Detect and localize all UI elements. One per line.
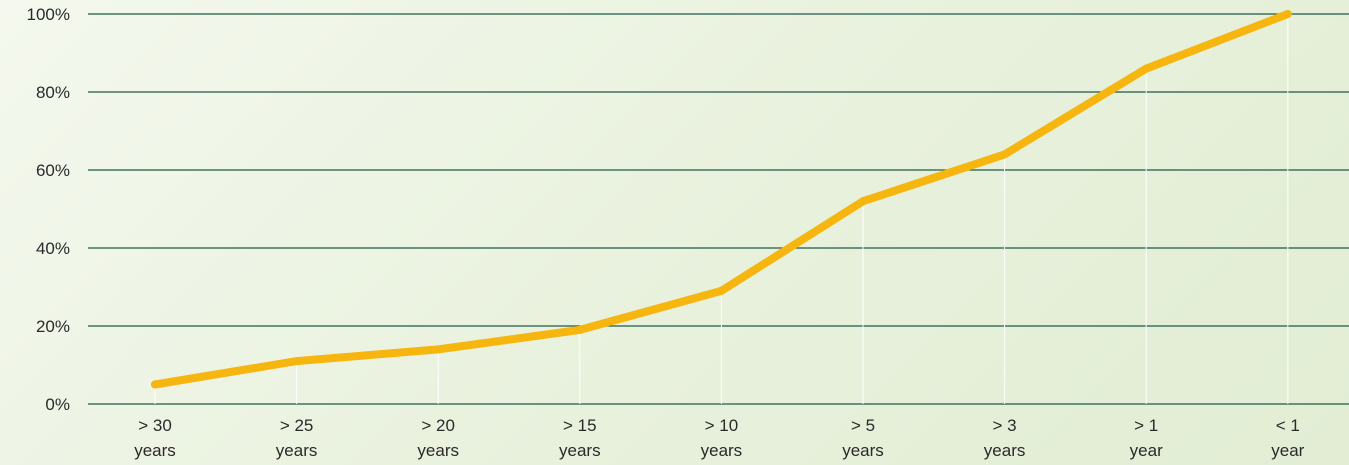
x-tick-label-line1: > 3 xyxy=(993,416,1017,435)
x-tick-label-line2: year xyxy=(1130,441,1163,460)
data-point xyxy=(1142,64,1151,73)
y-tick-label: 40% xyxy=(36,239,70,258)
y-tick-label: 0% xyxy=(45,395,70,414)
x-tick-label-line1: > 10 xyxy=(705,416,739,435)
x-tick-label-line1: > 1 xyxy=(1134,416,1158,435)
y-gridlines xyxy=(88,13,1349,405)
x-vertical-guides xyxy=(154,14,1289,404)
y-tick-label: 60% xyxy=(36,161,70,180)
x-tick-label-line2: years xyxy=(417,441,459,460)
x-tick-label-line1: > 15 xyxy=(563,416,597,435)
x-tick-label: > 5 years xyxy=(842,416,884,460)
y-tick-label: 100% xyxy=(27,5,70,24)
data-point xyxy=(717,286,726,295)
x-tick-label-line2: year xyxy=(1271,441,1304,460)
x-tick-label: > 1 year xyxy=(1130,416,1163,460)
x-tick-label: > 30 years xyxy=(134,416,176,460)
x-tick-label-line2: years xyxy=(276,441,318,460)
x-tick-label: > 10 years xyxy=(701,416,743,460)
x-tick-label-line2: years xyxy=(134,441,176,460)
data-point xyxy=(859,197,867,206)
y-axis-tick-labels: 0% 20% 40% 60% 80% 100% xyxy=(27,5,70,414)
x-tick-label-line1: > 5 xyxy=(851,416,875,435)
data-point xyxy=(434,345,443,354)
x-tick-label-line2: years xyxy=(984,441,1026,460)
x-tick-label-line1: > 25 xyxy=(280,416,314,435)
data-point xyxy=(292,357,301,366)
y-tick-label: 80% xyxy=(36,83,70,102)
series-group xyxy=(151,10,1292,389)
x-tick-label: > 15 years xyxy=(559,416,601,460)
data-point xyxy=(1283,10,1292,18)
x-tick-label: < 1 year xyxy=(1271,416,1304,460)
x-tick-label-line1: > 30 xyxy=(138,416,172,435)
x-tick-label: > 3 years xyxy=(984,416,1026,460)
x-tick-label-line2: years xyxy=(842,441,884,460)
x-tick-label: > 20 years xyxy=(417,416,459,460)
y-tick-label: 20% xyxy=(36,317,70,336)
data-point xyxy=(151,380,159,389)
x-tick-label-line1: < 1 xyxy=(1276,416,1300,435)
x-tick-label: > 25 years xyxy=(276,416,318,460)
data-point xyxy=(575,325,584,334)
x-tick-label-line1: > 20 xyxy=(421,416,455,435)
x-tick-label-line2: years xyxy=(559,441,601,460)
x-tick-label-line2: years xyxy=(701,441,743,460)
data-point xyxy=(1000,150,1009,159)
